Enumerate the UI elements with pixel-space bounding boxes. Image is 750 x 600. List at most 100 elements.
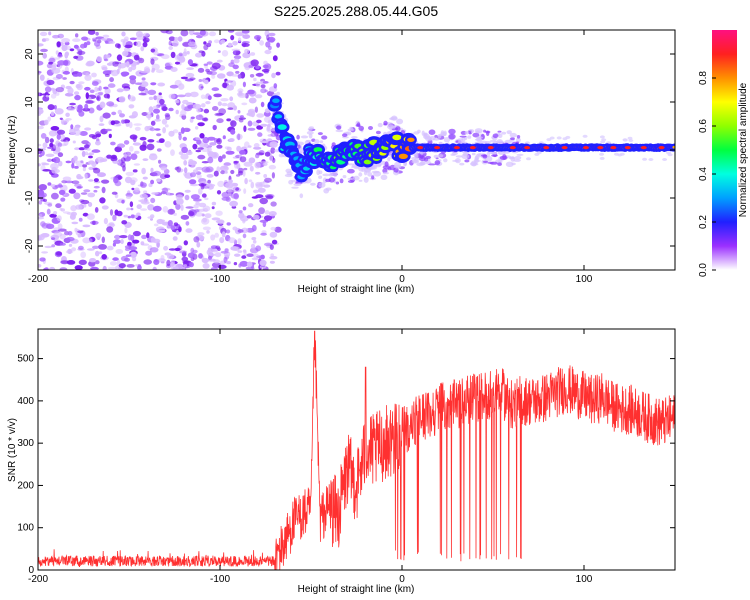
halo-blob (474, 128, 483, 134)
noise-blob (91, 149, 101, 153)
halo-blob (371, 175, 375, 180)
halo-blob (273, 83, 278, 89)
noise-blob (156, 94, 163, 101)
noise-blob (227, 107, 234, 110)
noise-blob (189, 172, 197, 178)
noise-blob (212, 106, 219, 111)
noise-blob (276, 42, 280, 48)
noise-blob (201, 166, 210, 173)
noise-blob (151, 192, 159, 195)
noise-blob (96, 96, 100, 101)
halo-blob (482, 160, 489, 163)
noise-blob (220, 170, 226, 175)
noise-blob (98, 85, 102, 91)
noise-blob (60, 260, 69, 265)
noise-blob (114, 234, 121, 240)
noise-blob (181, 256, 189, 262)
noise-blob (232, 41, 238, 46)
noise-blob (260, 254, 265, 260)
noise-blob (101, 38, 107, 41)
track-peak (610, 146, 617, 150)
noise-blob (131, 187, 135, 191)
noise-blob (154, 128, 161, 131)
noise-blob (84, 173, 88, 179)
noise-blob (55, 146, 61, 153)
noise-blob (122, 40, 126, 47)
noise-blob (201, 103, 206, 108)
noise-blob (134, 126, 141, 131)
noise-blob (128, 104, 135, 109)
noise-blob (233, 50, 237, 56)
noise-blob (253, 146, 262, 150)
noise-blob (269, 38, 275, 43)
track-peak (509, 146, 516, 150)
noise-blob (221, 231, 226, 238)
noise-blob (112, 257, 119, 261)
noise-blob (193, 32, 202, 35)
noise-blob (211, 206, 215, 210)
noise-blob (207, 179, 211, 184)
noise-blob (145, 114, 152, 119)
halo-blob (393, 164, 402, 169)
noise-blob (184, 189, 191, 193)
noise-blob (188, 159, 194, 164)
noise-blob (224, 170, 228, 174)
halo-blob (472, 162, 479, 166)
noise-blob (82, 224, 91, 228)
noise-blob (82, 212, 89, 217)
noise-blob (196, 173, 202, 179)
noise-blob (55, 87, 65, 93)
halo-blob (516, 153, 524, 156)
noise-blob (203, 63, 208, 66)
noise-blob (109, 209, 114, 216)
noise-blob (51, 166, 57, 174)
noise-blob (150, 48, 156, 53)
noise-blob (91, 81, 99, 86)
halo-blob (514, 155, 522, 160)
noise-blob (79, 131, 88, 136)
noise-blob (242, 52, 251, 59)
noise-blob (156, 69, 164, 74)
noise-blob (117, 143, 126, 148)
noise-blob (151, 69, 155, 73)
noise-blob (181, 104, 185, 110)
noise-blob (259, 259, 267, 266)
colorbar-tick-label: 0.8 (698, 71, 709, 85)
noise-blob (237, 88, 244, 93)
noise-blob (136, 212, 141, 217)
noise-blob (226, 261, 231, 265)
noise-blob (135, 36, 145, 40)
noise-blob (208, 183, 212, 186)
noise-blob (223, 256, 228, 264)
noise-blob (50, 111, 55, 116)
noise-blob (228, 138, 235, 142)
noise-blob (129, 75, 137, 81)
noise-blob (51, 67, 61, 74)
noise-blob (125, 171, 135, 176)
noise-blob (217, 219, 225, 225)
noise-blob (103, 58, 109, 62)
noise-blob (152, 205, 162, 212)
noise-blob (98, 251, 103, 255)
noise-blob (75, 33, 79, 38)
noise-blob (70, 124, 74, 130)
halo-blob (457, 138, 464, 142)
noise-blob (120, 71, 130, 77)
noise-blob (120, 255, 129, 262)
noise-blob (159, 173, 167, 180)
noise-blob (47, 182, 52, 186)
noise-blob (92, 167, 98, 171)
halo-blob (428, 129, 436, 135)
halo-blob (628, 139, 634, 142)
noise-blob (267, 124, 271, 127)
noise-blob (231, 48, 241, 52)
noise-blob (203, 41, 207, 45)
noise-blob (258, 207, 265, 215)
noise-blob (127, 215, 131, 219)
noise-blob (237, 250, 243, 253)
noise-blob (209, 142, 217, 146)
noise-blob (252, 240, 257, 244)
noise-blob (84, 103, 89, 110)
noise-blob (202, 205, 211, 212)
halo-blob (284, 173, 293, 178)
